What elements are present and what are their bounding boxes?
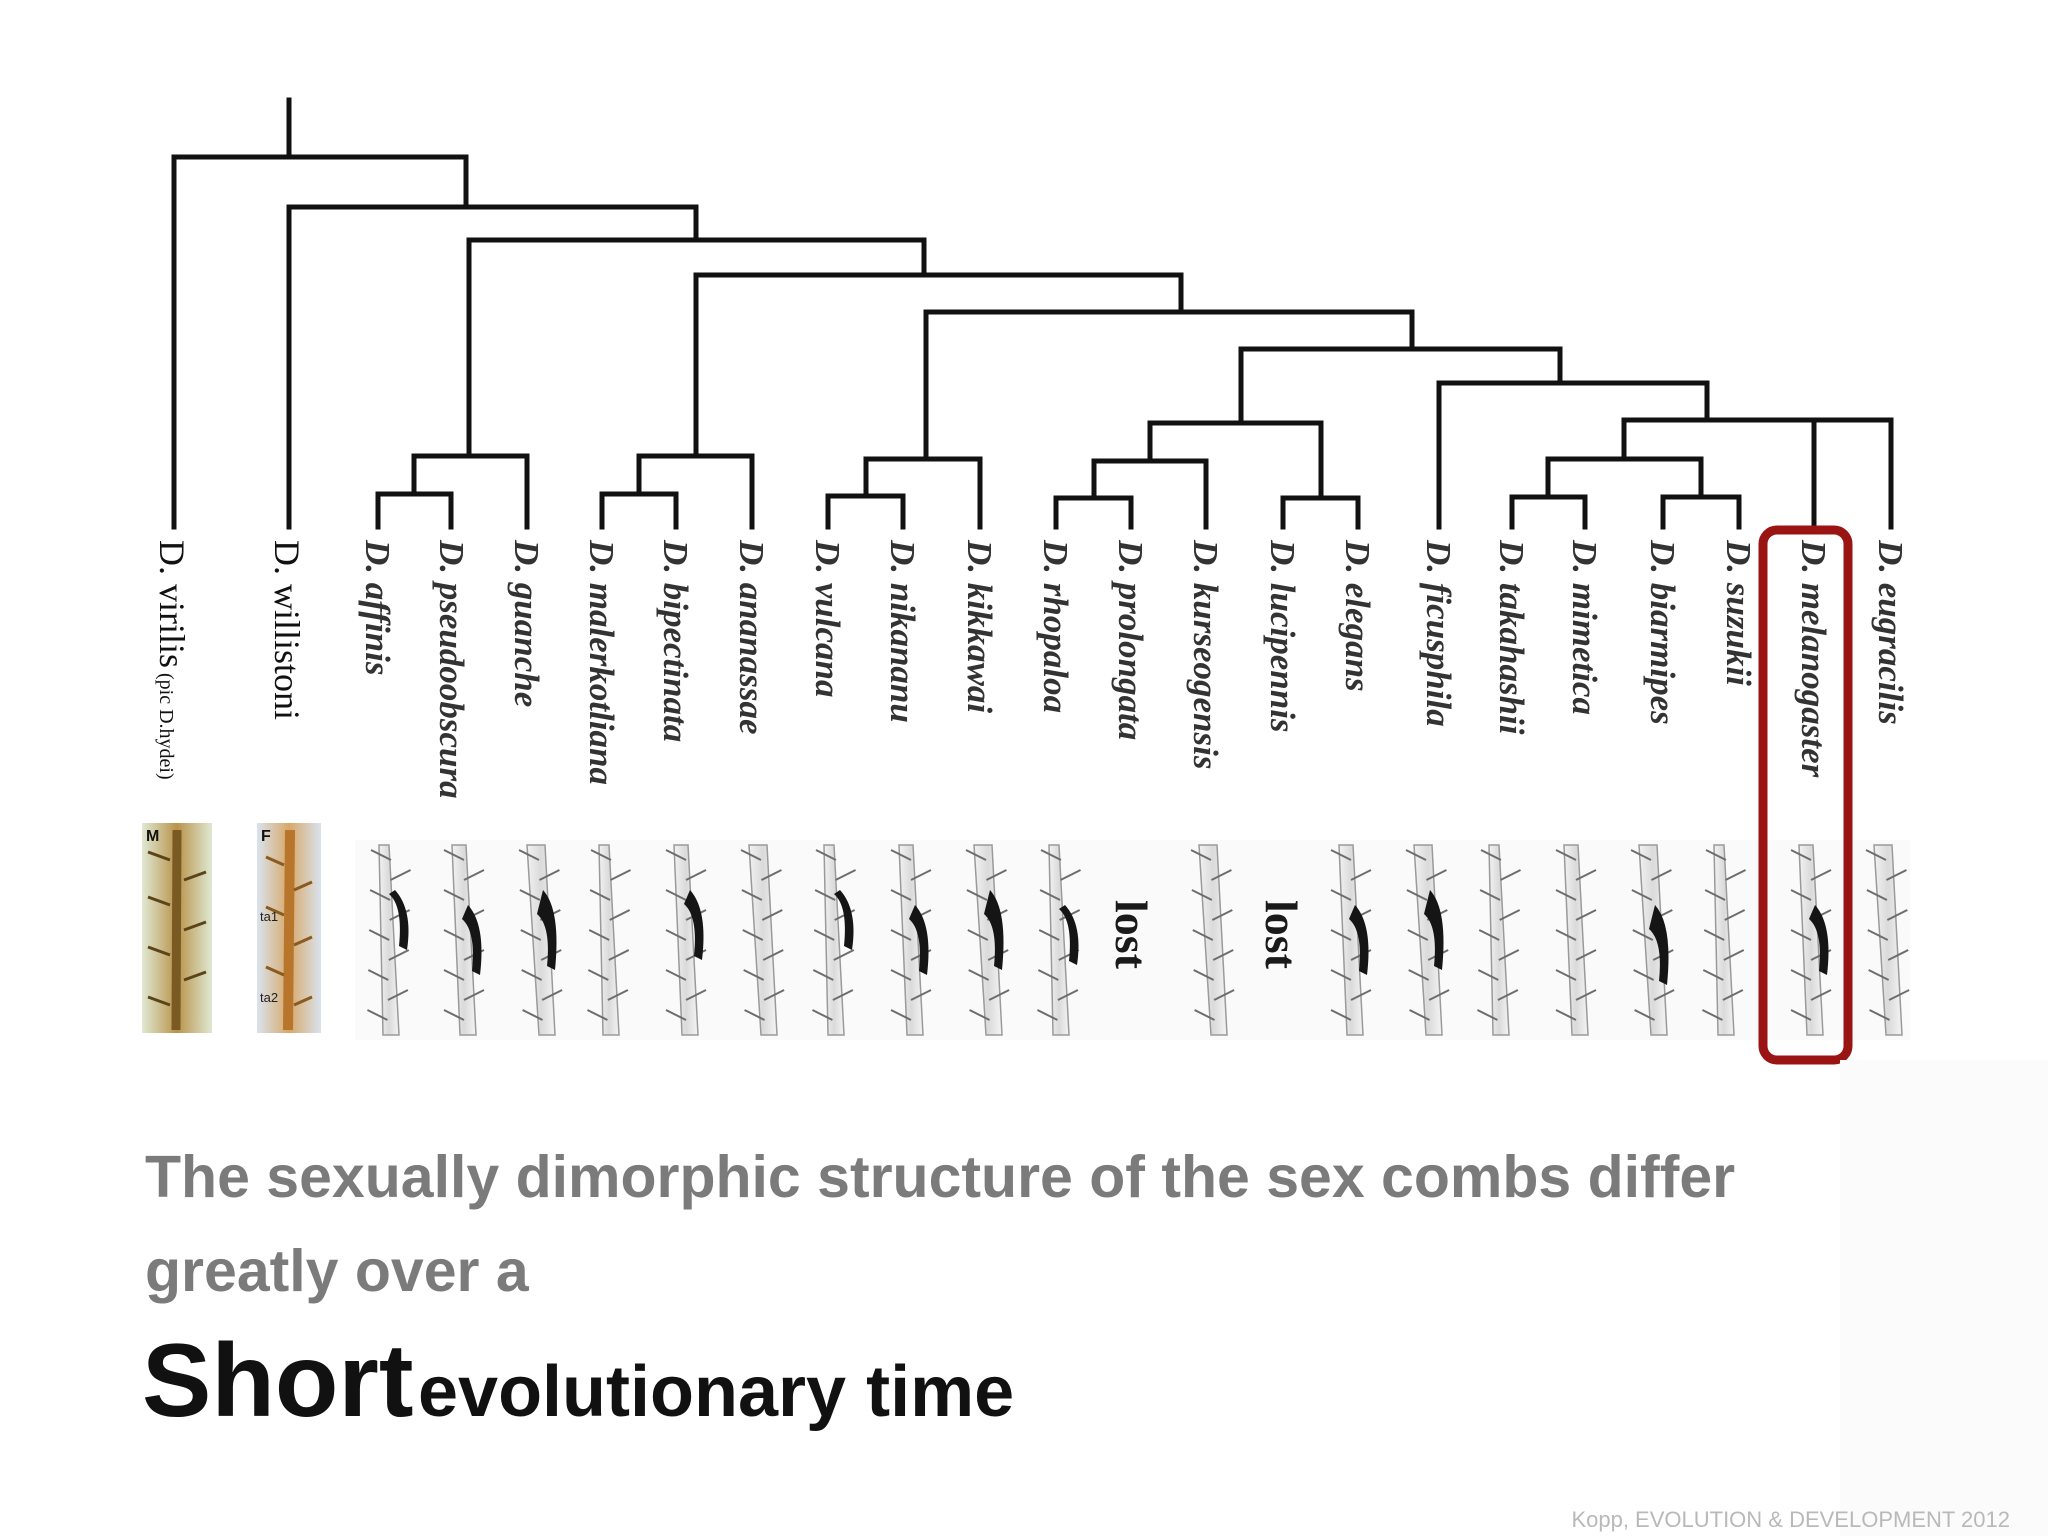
sex-comb-photo-strip xyxy=(355,840,1910,1040)
sex-comb-photo xyxy=(1865,844,1910,1036)
lost-label: lost xyxy=(1256,900,1307,970)
sex-comb-photo xyxy=(665,844,707,1036)
inset-label-m: M xyxy=(146,828,159,845)
sex-comb-photo xyxy=(1555,844,1597,1036)
caption-backdrop xyxy=(1840,1060,2048,1536)
sex-comb-photo xyxy=(740,844,785,1036)
taxon-label: D. mimetica xyxy=(1565,539,1604,715)
taxon-label: D. guanche xyxy=(507,539,546,707)
sex-comb-photo xyxy=(1630,844,1675,1036)
sex-comb-photo xyxy=(586,844,632,1036)
outgroup-label-willistoni: D. willistoni xyxy=(267,540,307,720)
sex-comb-photo xyxy=(1790,844,1832,1036)
taxon-label: D. ananassae xyxy=(732,539,771,734)
sex-comb-photo xyxy=(811,844,857,1036)
taxon-label: D. nikananu xyxy=(883,539,922,723)
slide-caption: The sexually dimorphic structure of the … xyxy=(145,1144,1736,1304)
phylogenetic-tree xyxy=(171,97,1894,530)
taxon-label: D. malerkotliana xyxy=(582,539,621,785)
sex-comb-photo xyxy=(1330,844,1372,1036)
melanogaster-highlight-box xyxy=(1758,525,1853,1065)
outgroup-label-virilis: D. virilis (pic D.hydei) xyxy=(152,540,192,780)
taxon-label: D. affinis xyxy=(358,539,397,676)
taxon-label: D. suzukii xyxy=(1719,539,1758,686)
taxon-labels: D. virilis (pic D.hydei) D. willistoni D… xyxy=(152,539,1910,799)
sex-comb-photo xyxy=(1036,844,1082,1036)
taxon-label: D. prolongata xyxy=(1111,539,1150,740)
taxon-label: D. lucipennis xyxy=(1263,539,1302,733)
sex-comb-photo xyxy=(366,844,412,1036)
sex-comb-photo xyxy=(443,844,485,1036)
citation-credit: Kopp, EVOLUTION & DEVELOPMENT 2012 xyxy=(1571,1507,2010,1532)
sex-comb-photo xyxy=(1190,844,1235,1036)
slide-headline: Short evolutionary time xyxy=(142,1322,1014,1441)
taxon-label: D. takahashii xyxy=(1492,539,1531,735)
taxon-label: D. kurseogensis xyxy=(1186,539,1225,769)
sex-comb-photo xyxy=(965,844,1010,1036)
segment-label-ta2: ta2 xyxy=(260,990,278,1005)
taxon-label: D. kikkawai xyxy=(960,539,999,713)
taxon-label: D. rhopaloa xyxy=(1036,539,1075,713)
willistoni-leg-photo: F ta1 ta2 xyxy=(257,823,321,1033)
taxon-label: D. pseudoobscura xyxy=(432,539,471,799)
taxon-label: D. eugracilis xyxy=(1871,539,1910,725)
headline-rest: evolutionary time xyxy=(417,1352,1015,1432)
sex-comb-photo xyxy=(1405,844,1450,1036)
taxon-label: D. bipectinata xyxy=(656,539,695,742)
headline-emphasis: Short xyxy=(142,1323,414,1439)
virilis-leg-photo: M xyxy=(142,823,212,1033)
lost-label: lost xyxy=(1106,900,1157,970)
taxon-label-highlighted: D. melanogaster xyxy=(1794,539,1833,778)
sex-comb-photo xyxy=(1476,844,1522,1036)
taxon-label: D. vulcana xyxy=(808,539,847,698)
taxon-label: D. ficusphila xyxy=(1419,539,1458,727)
sex-comb-photo xyxy=(518,844,563,1036)
sex-comb-photo xyxy=(890,844,932,1036)
inset-label-f: F xyxy=(261,828,271,845)
sex-comb-photo xyxy=(1701,844,1747,1036)
taxon-label: D. elegans xyxy=(1338,539,1377,692)
segment-label-ta1: ta1 xyxy=(260,909,278,924)
taxon-label: D. biarmipes xyxy=(1643,539,1682,725)
virilis-note: (pic D.hydei) xyxy=(155,673,177,780)
